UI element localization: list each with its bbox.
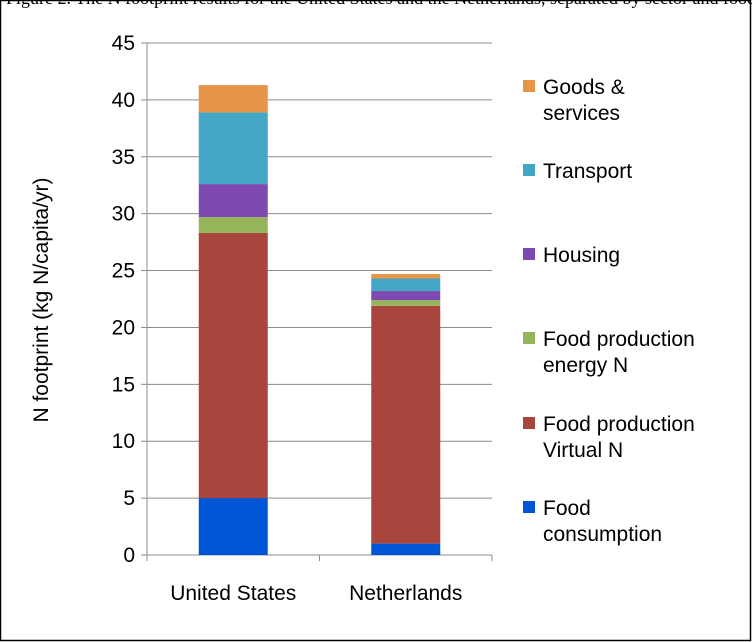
bar-segment [371,273,441,279]
x-tick-label: United States [170,582,296,605]
y-tick-label: 45 [112,32,135,55]
x-tick-labels: United States Netherlands [170,582,462,605]
bar-segment [371,305,441,544]
bar-segment [371,543,441,555]
bar-segment [198,85,268,113]
y-tick-label: 30 [112,203,135,226]
y-tick-label: 15 [112,373,135,396]
bars [198,85,441,555]
bar-segment [198,233,268,499]
caption-fragment: Figure 2. The N footprint results for th… [6,0,752,8]
legend-swatch [523,417,535,429]
x-tick-label: Netherlands [349,582,462,605]
y-tick-label: 5 [123,487,135,510]
y-tick-label: 25 [112,260,135,283]
bar-segment [198,217,268,234]
legend-label: Food production [543,328,695,351]
y-tick-label: 20 [112,316,135,339]
legend-swatch [523,332,535,344]
legend-label: consumption [543,523,662,546]
legend-label: Food [543,497,591,520]
bar-segment [371,291,441,301]
y-tick-label: 40 [112,89,135,112]
legend-label: Food production [543,413,695,436]
legend-label: services [543,102,620,125]
legend-label: Goods & [543,76,625,99]
legend-swatch [523,248,535,260]
legend: Goods & services Transport Housing Food prod… [523,76,695,546]
bar-segment [198,112,268,185]
legend-label: energy N [543,354,628,377]
legend-swatch [523,501,535,513]
y-tick-label: 10 [112,430,135,453]
legend-label: Housing [543,244,620,267]
bar-segment [198,184,268,218]
bar-segment [198,498,268,555]
y-axis-title: N footprint (kg N/capita/yr) [30,177,53,422]
bar-segment [371,278,441,292]
legend-label: Virtual N [543,439,623,462]
bar-segment [371,300,441,306]
legend-swatch [523,80,535,92]
y-tick-label: 35 [112,146,135,169]
legend-label: Transport [543,160,632,183]
y-tick-labels: 0 5 10 15 20 25 30 35 40 45 [112,32,135,567]
y-tick-label: 0 [123,544,135,567]
legend-swatch [523,164,535,176]
